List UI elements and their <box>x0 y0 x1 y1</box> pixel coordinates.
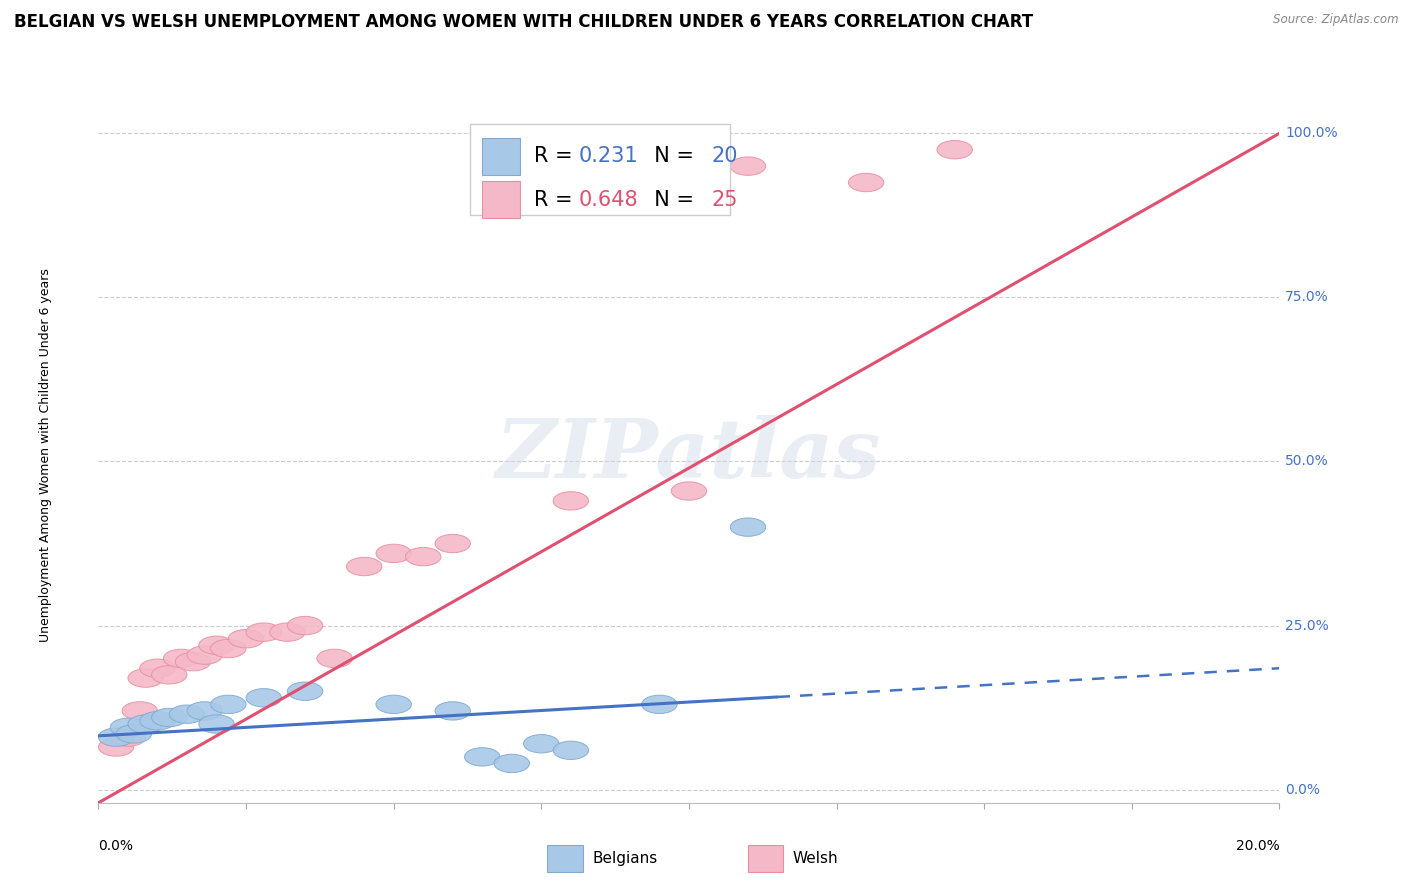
Text: 25.0%: 25.0% <box>1285 618 1329 632</box>
Text: 100.0%: 100.0% <box>1285 127 1339 140</box>
Ellipse shape <box>287 616 323 635</box>
Ellipse shape <box>211 640 246 657</box>
Ellipse shape <box>198 714 235 733</box>
Ellipse shape <box>211 695 246 714</box>
Ellipse shape <box>187 702 222 720</box>
Text: 50.0%: 50.0% <box>1285 455 1329 468</box>
Text: ZIPatlas: ZIPatlas <box>496 415 882 495</box>
Ellipse shape <box>139 712 176 730</box>
Ellipse shape <box>936 141 973 159</box>
Ellipse shape <box>198 636 235 655</box>
Ellipse shape <box>730 518 766 536</box>
Ellipse shape <box>375 695 412 714</box>
FancyBboxPatch shape <box>482 138 520 175</box>
Text: 0.231: 0.231 <box>579 146 638 167</box>
Text: N =: N = <box>641 190 700 210</box>
Ellipse shape <box>128 714 163 733</box>
FancyBboxPatch shape <box>547 845 582 872</box>
Ellipse shape <box>128 669 163 687</box>
Ellipse shape <box>110 728 146 747</box>
Text: Unemployment Among Women with Children Under 6 years: Unemployment Among Women with Children U… <box>39 268 52 642</box>
Ellipse shape <box>152 665 187 684</box>
Ellipse shape <box>187 646 222 665</box>
Ellipse shape <box>228 630 264 648</box>
Ellipse shape <box>98 728 134 747</box>
Text: 20: 20 <box>711 146 738 167</box>
Text: BELGIAN VS WELSH UNEMPLOYMENT AMONG WOMEN WITH CHILDREN UNDER 6 YEARS CORRELATIO: BELGIAN VS WELSH UNEMPLOYMENT AMONG WOME… <box>14 13 1033 31</box>
Ellipse shape <box>523 734 560 753</box>
Text: 75.0%: 75.0% <box>1285 291 1329 304</box>
Ellipse shape <box>163 649 198 667</box>
Text: R =: R = <box>534 190 579 210</box>
Text: 25: 25 <box>711 190 738 210</box>
Text: 0.648: 0.648 <box>579 190 638 210</box>
Ellipse shape <box>246 623 281 641</box>
FancyBboxPatch shape <box>471 124 730 215</box>
Ellipse shape <box>98 738 134 756</box>
Ellipse shape <box>848 173 884 192</box>
Ellipse shape <box>176 652 211 671</box>
Text: 0.0%: 0.0% <box>1285 782 1320 797</box>
Text: R =: R = <box>534 146 579 167</box>
Ellipse shape <box>494 755 530 772</box>
Text: Welsh: Welsh <box>793 851 838 866</box>
Ellipse shape <box>553 741 589 759</box>
Text: 20.0%: 20.0% <box>1236 838 1279 853</box>
Ellipse shape <box>641 695 678 714</box>
Text: Belgians: Belgians <box>592 851 658 866</box>
Ellipse shape <box>434 534 471 553</box>
Text: Source: ZipAtlas.com: Source: ZipAtlas.com <box>1274 13 1399 27</box>
FancyBboxPatch shape <box>482 181 520 218</box>
Ellipse shape <box>730 157 766 176</box>
Ellipse shape <box>287 682 323 700</box>
Ellipse shape <box>246 689 281 707</box>
Ellipse shape <box>152 708 187 727</box>
Ellipse shape <box>117 724 152 743</box>
Ellipse shape <box>110 718 146 737</box>
Ellipse shape <box>464 747 501 766</box>
Ellipse shape <box>671 482 707 500</box>
FancyBboxPatch shape <box>748 845 783 872</box>
Ellipse shape <box>346 558 382 575</box>
Ellipse shape <box>139 659 176 677</box>
Text: N =: N = <box>641 146 700 167</box>
Ellipse shape <box>434 702 471 720</box>
Text: 0.0%: 0.0% <box>98 838 134 853</box>
Ellipse shape <box>270 623 305 641</box>
Ellipse shape <box>316 649 353 667</box>
Ellipse shape <box>405 548 441 566</box>
Ellipse shape <box>169 705 205 723</box>
Ellipse shape <box>553 491 589 510</box>
Ellipse shape <box>375 544 412 563</box>
Ellipse shape <box>122 702 157 720</box>
